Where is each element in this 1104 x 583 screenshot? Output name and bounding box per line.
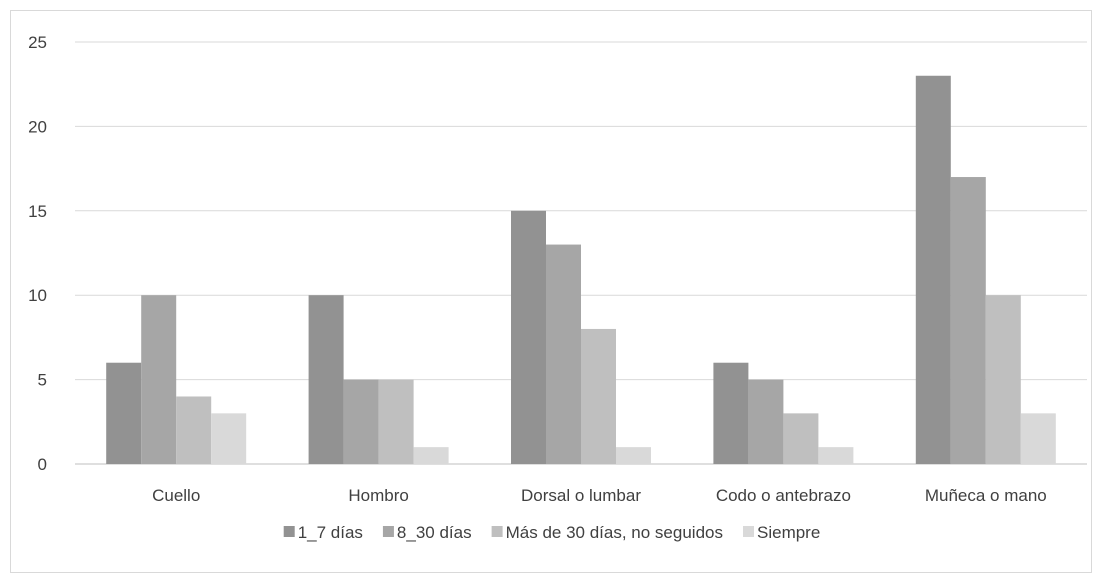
x-tick-label: Hombro bbox=[348, 486, 408, 505]
y-tick-label: 10 bbox=[28, 286, 47, 305]
legend-item: 8_30 días bbox=[382, 523, 472, 542]
legend-swatch bbox=[283, 526, 295, 537]
bar bbox=[616, 447, 651, 464]
bars bbox=[106, 75, 1056, 465]
x-tick-label: Muñeca o mano bbox=[925, 486, 1047, 505]
y-tick-label: 0 bbox=[38, 455, 47, 474]
x-tick-label: Codo o antebrazo bbox=[716, 486, 851, 505]
y-axis-tick-labels: 0 5 10 15 20 25 bbox=[28, 33, 47, 474]
bar bbox=[581, 328, 616, 464]
chart-frame: 0 5 10 15 20 25 Cuello Hombro Dorsal o lumbar Co… bbox=[10, 10, 1092, 573]
bar bbox=[985, 295, 1021, 464]
bar bbox=[308, 295, 344, 464]
legend-label: Siempre bbox=[757, 523, 820, 542]
legend-item: 1_7 días bbox=[283, 523, 363, 542]
bar bbox=[818, 447, 854, 464]
bar bbox=[343, 379, 379, 464]
legend-swatch bbox=[742, 526, 754, 537]
bar bbox=[106, 362, 142, 464]
legend: 1_7 días 8_30 días Más de 30 días, no segu… bbox=[283, 523, 820, 542]
bar bbox=[915, 75, 951, 464]
legend-item: Más de 30 días, no seguidos bbox=[491, 523, 723, 542]
legend-label: 1_7 días bbox=[298, 523, 363, 542]
y-tick-label: 5 bbox=[38, 371, 47, 390]
legend-label: Más de 30 días, no seguidos bbox=[506, 523, 723, 542]
legend-swatch bbox=[382, 526, 394, 537]
x-tick-label: Cuello bbox=[152, 486, 200, 505]
bar bbox=[413, 447, 449, 464]
bar bbox=[511, 210, 546, 464]
y-tick-label: 25 bbox=[28, 33, 47, 52]
bar bbox=[1020, 413, 1056, 464]
bar bbox=[378, 379, 414, 464]
bar bbox=[950, 177, 986, 465]
bar bbox=[211, 413, 247, 464]
y-tick-label: 20 bbox=[28, 117, 47, 136]
x-axis-tick-labels: Cuello Hombro Dorsal o lumbar Codo o antebr… bbox=[152, 486, 1047, 505]
legend-item: Siempre bbox=[742, 523, 820, 542]
x-tick-label: Dorsal o lumbar bbox=[521, 486, 641, 505]
y-tick-label: 15 bbox=[28, 202, 47, 221]
bar bbox=[748, 379, 784, 464]
bar bbox=[141, 295, 177, 464]
bar bbox=[783, 413, 819, 464]
legend-swatch bbox=[491, 526, 503, 537]
bar bbox=[713, 362, 749, 464]
bar bbox=[176, 396, 212, 464]
bar bbox=[546, 244, 581, 464]
bar-chart: 0 5 10 15 20 25 Cuello Hombro Dorsal o lumbar Co… bbox=[28, 33, 1087, 542]
legend-label: 8_30 días bbox=[397, 523, 472, 542]
